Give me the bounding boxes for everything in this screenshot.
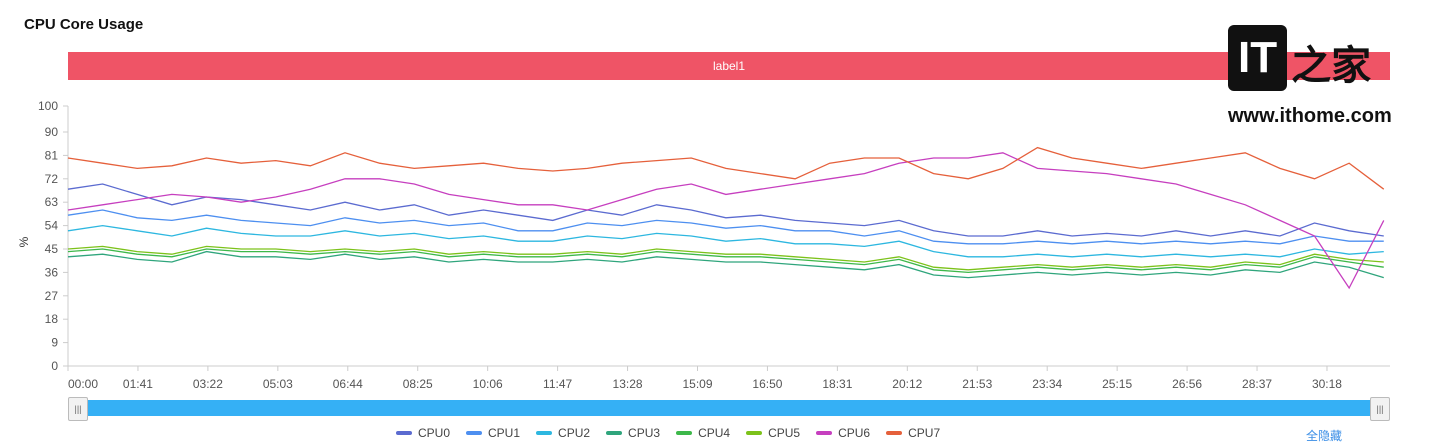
- series-line-cpu5: [67, 245, 1384, 271]
- x-tick-label: 10:06: [473, 377, 503, 391]
- y-axis-label: %: [17, 236, 31, 247]
- legend-label: CPU7: [908, 426, 941, 440]
- series-line-cpu2: [67, 224, 1384, 258]
- chart-title: CPU Core Usage: [24, 16, 144, 33]
- legend-swatch: [816, 431, 833, 435]
- x-tick-label: 23:34: [1032, 377, 1062, 391]
- legend-label: CPU3: [628, 426, 661, 440]
- legend: CPU0 CPU1 CPU2 CPU3 CPU4 CPU5 CPU6 CPU7: [396, 426, 940, 440]
- x-tick-label: 18:31: [822, 377, 852, 391]
- x-tick-label: 20:12: [892, 377, 922, 391]
- y-tick-label: 72: [45, 172, 59, 186]
- slider-handle-left[interactable]: |||: [68, 397, 88, 421]
- x-tick-label: 15:09: [682, 377, 712, 391]
- y-tick-label: 0: [51, 359, 58, 373]
- legend-label: CPU1: [488, 426, 521, 440]
- legend-item-cpu6[interactable]: CPU6: [816, 426, 870, 440]
- legend-swatch: [746, 431, 763, 435]
- legend-swatch: [466, 431, 483, 435]
- x-tick-label: 08:25: [403, 377, 433, 391]
- logo-cn: 之家: [1291, 44, 1372, 88]
- x-tick-label: 05:03: [263, 377, 293, 391]
- legend-label: CPU4: [698, 426, 731, 440]
- series-line-cpu7: [67, 146, 1385, 190]
- series-line-cpu0: [67, 183, 1384, 237]
- legend-label: CPU0: [418, 426, 451, 440]
- y-tick-label: 9: [51, 336, 58, 350]
- legend-item-cpu7[interactable]: CPU7: [886, 426, 940, 440]
- series-line-cpu1: [67, 209, 1384, 245]
- legend-label: CPU5: [768, 426, 801, 440]
- legend-item-cpu2[interactable]: CPU2: [536, 426, 590, 440]
- x-tick-label: 30:18: [1312, 377, 1342, 391]
- y-tick-label: 36: [45, 265, 59, 279]
- logo-it: IT: [1228, 25, 1288, 91]
- legend-swatch: [676, 431, 693, 435]
- series-line-cpu6: [67, 152, 1385, 290]
- x-tick-label: 25:15: [1102, 377, 1132, 391]
- series-line-cpu3: [67, 250, 1384, 279]
- legend-item-cpu1[interactable]: CPU1: [466, 426, 520, 440]
- legend-swatch: [606, 431, 623, 435]
- line-chart: 0 9 18 27 36 45 54 63 72 81 90 100% 00:00 01:41 03:22 0…: [17, 99, 1390, 391]
- legend-label: CPU6: [838, 426, 871, 440]
- y-tick-label: 18: [45, 312, 59, 326]
- legend-label: CPU2: [558, 426, 591, 440]
- series-line-cpu4: [67, 248, 1384, 274]
- y-tick-label: 100: [38, 99, 58, 113]
- x-tick-label: 00:00: [68, 377, 98, 391]
- x-tick-label: 01:41: [123, 377, 153, 391]
- x-tick-label: 13:28: [613, 377, 643, 391]
- x-tick-label: 03:22: [193, 377, 223, 391]
- legend-item-cpu4[interactable]: CPU4: [676, 426, 730, 440]
- y-tick-label: 54: [45, 219, 59, 233]
- x-tick-label: 26:56: [1172, 377, 1202, 391]
- slider-handle-right[interactable]: |||: [1370, 397, 1390, 421]
- y-tick-label: 63: [45, 195, 59, 209]
- legend-swatch: [396, 431, 412, 435]
- y-tick-label: 81: [45, 148, 59, 162]
- legend-item-cpu0[interactable]: CPU0: [396, 426, 450, 440]
- zoom-slider-track[interactable]: [68, 400, 1380, 416]
- legend-swatch: [886, 431, 903, 435]
- legend-swatch: [536, 431, 553, 435]
- y-tick-label: 27: [45, 289, 59, 303]
- hide-all-button[interactable]: 全隐藏: [1306, 429, 1343, 443]
- legend-item-cpu3[interactable]: CPU3: [606, 426, 660, 440]
- label-bar[interactable]: label1: [68, 52, 1390, 80]
- x-tick-label: 11:47: [543, 377, 572, 391]
- y-tick-label: 90: [45, 125, 59, 139]
- ithome-watermark: IT 之家 www.ithome.com: [1228, 25, 1423, 128]
- x-tick-label: 06:44: [333, 377, 363, 391]
- x-tick-label: 16:50: [752, 377, 782, 391]
- x-tick-label: 28:37: [1242, 377, 1272, 391]
- legend-item-cpu5[interactable]: CPU5: [746, 426, 800, 440]
- y-tick-label: 45: [45, 242, 59, 256]
- x-tick-label: 21:53: [962, 377, 992, 391]
- logo-url: www.ithome.com: [1228, 105, 1392, 127]
